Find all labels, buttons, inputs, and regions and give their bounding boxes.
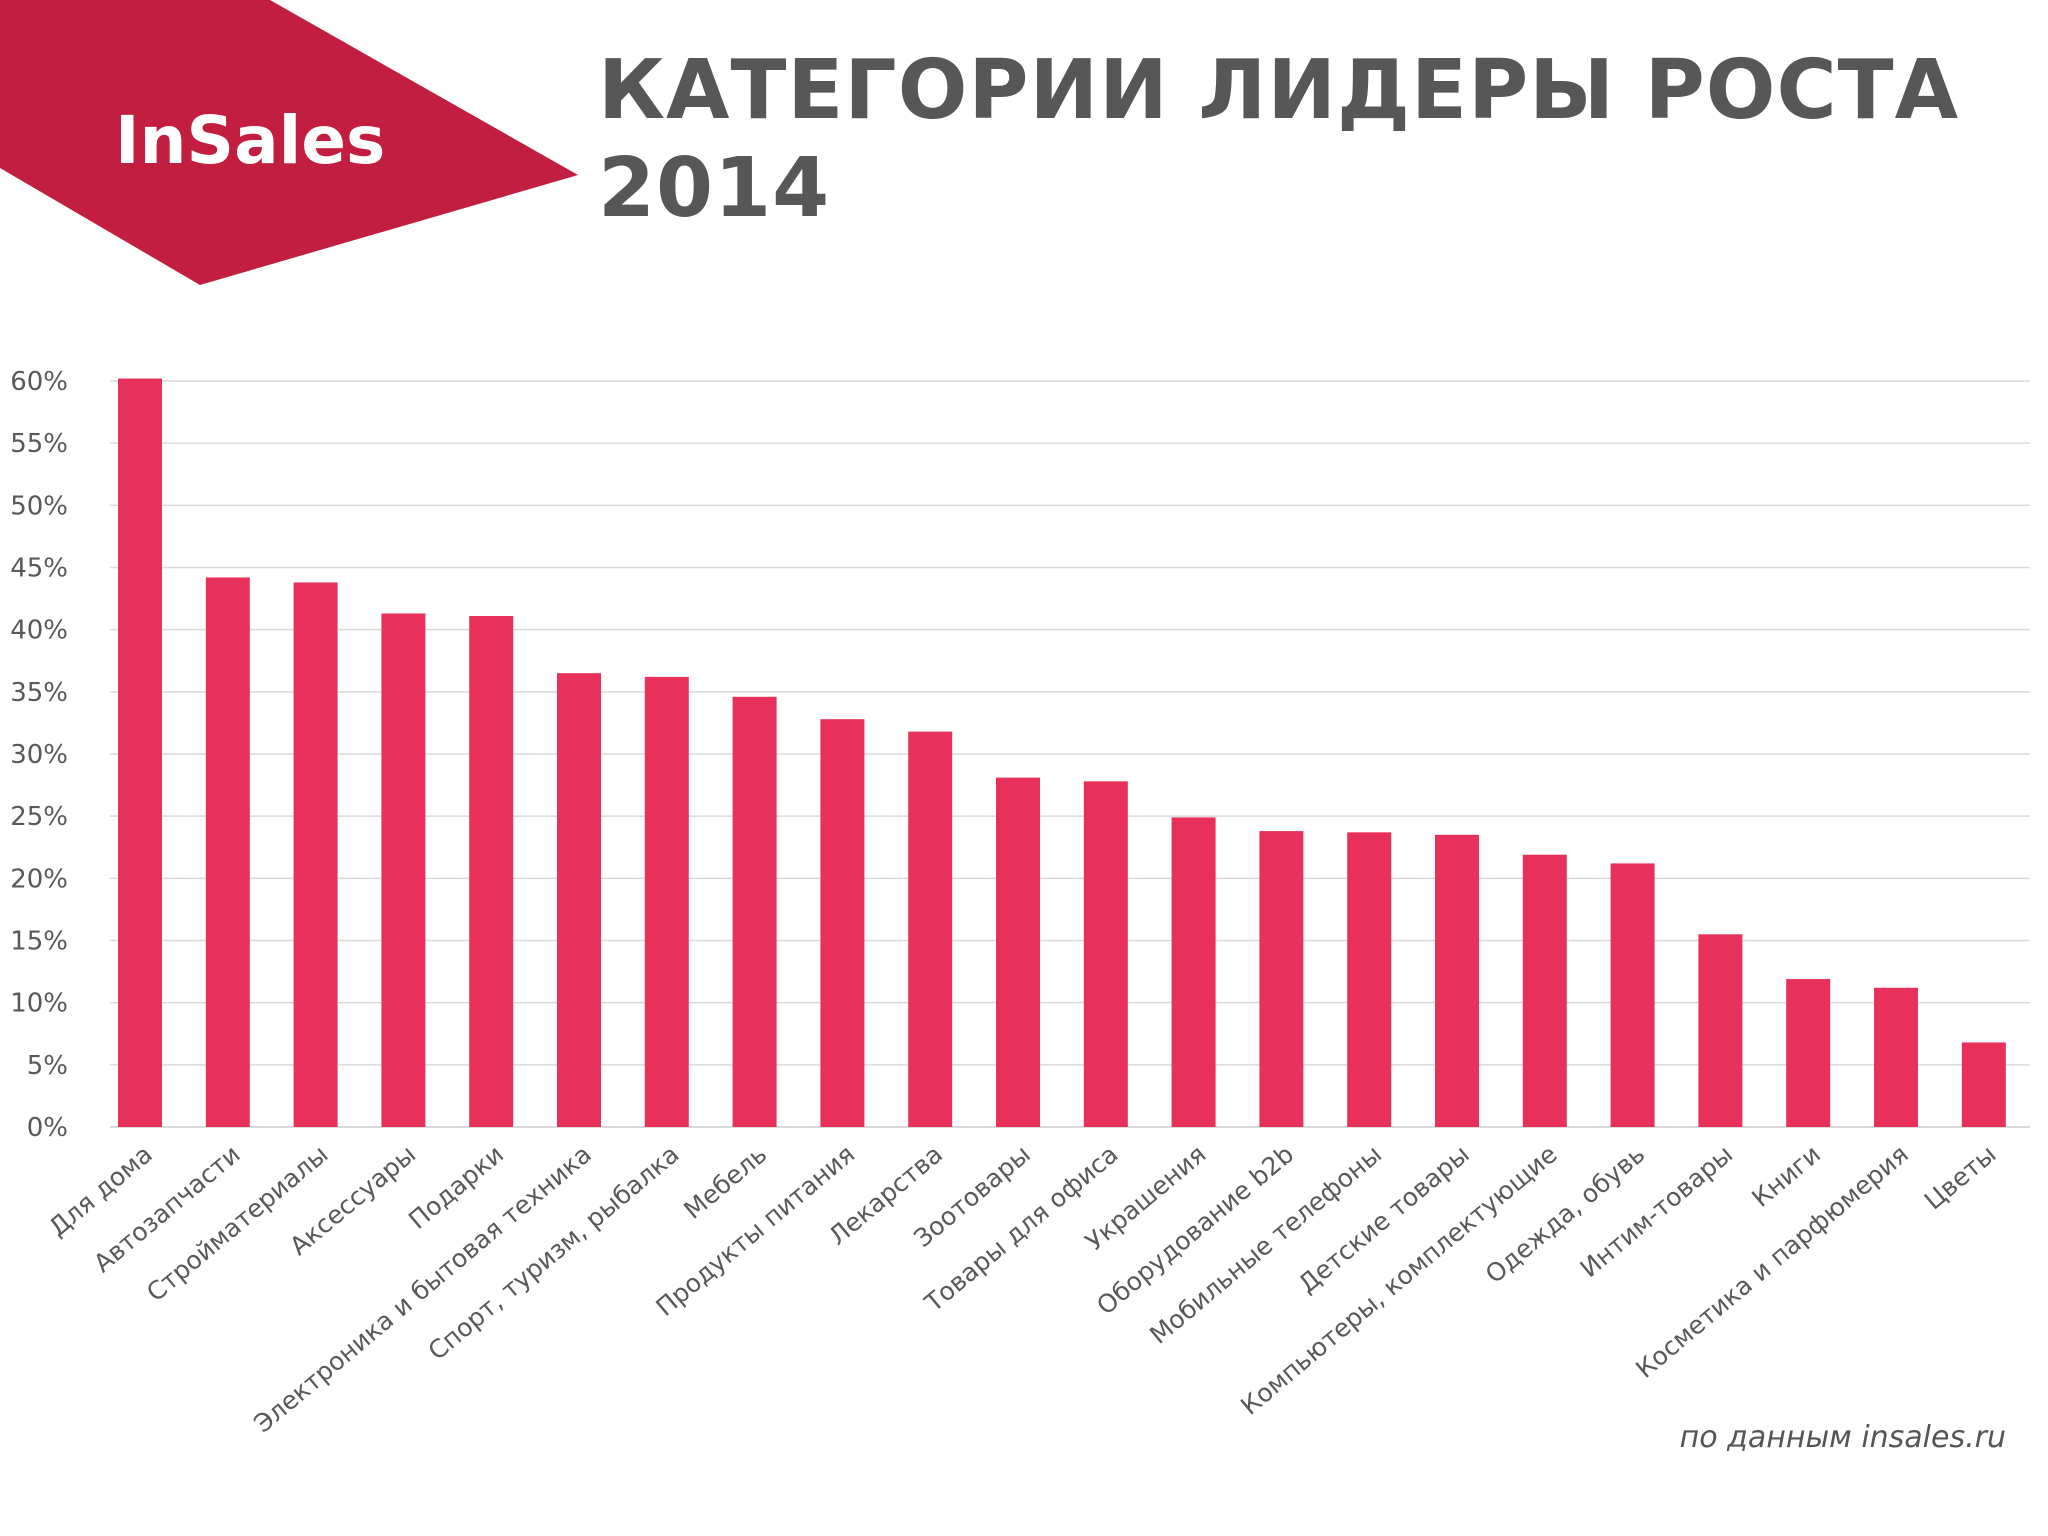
banner-shape [0, 0, 578, 285]
bar [1171, 817, 1216, 1127]
bar [644, 676, 689, 1127]
bar [557, 673, 601, 1127]
bar [1874, 987, 1918, 1127]
bar [1435, 834, 1479, 1127]
bar [1259, 831, 1304, 1127]
y-tick-label: 10% [10, 989, 68, 1019]
y-tick-label: 15% [10, 927, 68, 957]
logo-text: InSales [115, 102, 385, 179]
bar [1610, 863, 1655, 1127]
x-tick-label: Компьютеры, комплектующие [1235, 1139, 1562, 1420]
bars [118, 378, 2006, 1128]
logo-banner: InSales [0, 0, 578, 285]
bar [205, 577, 250, 1127]
x-tick-label: Автозапчасти [88, 1139, 246, 1278]
bar [1698, 934, 1743, 1127]
bar [293, 582, 338, 1127]
y-tick-label: 55% [10, 429, 68, 459]
x-tick-label: Одежда, обувь [1480, 1139, 1651, 1289]
bar [820, 719, 865, 1127]
bar [118, 378, 162, 1128]
y-axis-ticks: 0% 5% 10% 15% 20% 25% 30% 35% 40% 45% 50% 55% 60% [10, 367, 68, 1143]
y-tick-label: 30% [10, 740, 68, 770]
bar [732, 696, 777, 1127]
bar [996, 777, 1040, 1127]
y-tick-label: 50% [10, 491, 68, 521]
y-tick-label: 20% [10, 864, 68, 894]
bar [908, 731, 953, 1127]
bar [1522, 854, 1567, 1127]
bar [1083, 781, 1128, 1127]
x-axis-labels: Для домаАвтозапчастиСтройматериалыАксесс… [43, 1139, 2001, 1438]
y-tick-label: 40% [10, 616, 68, 646]
y-tick-label: 0% [27, 1113, 68, 1143]
x-tick-label: Цветы [1919, 1139, 2002, 1215]
bar [469, 615, 514, 1127]
title-line-1: КАТЕГОРИИ ЛИДЕРЫ РОСТА [598, 43, 1960, 138]
y-tick-label: 35% [10, 678, 68, 708]
bar [1961, 1042, 2006, 1127]
page-title: КАТЕГОРИИ ЛИДЕРЫ РОСТА 2014 [598, 42, 1998, 238]
x-tick-label: Интим-товары [1575, 1139, 1739, 1283]
y-tick-label: 25% [10, 802, 68, 832]
source-note: по данным insales.ru [1679, 1420, 2006, 1455]
bar [1347, 832, 1392, 1127]
bar [381, 613, 426, 1127]
y-tick-label: 45% [10, 554, 68, 584]
x-tick-label: Книги [1746, 1139, 1826, 1212]
title-line-2: 2014 [598, 141, 831, 236]
bar [1786, 979, 1831, 1127]
y-tick-label: 60% [10, 367, 68, 397]
y-tick-label: 5% [27, 1051, 68, 1081]
